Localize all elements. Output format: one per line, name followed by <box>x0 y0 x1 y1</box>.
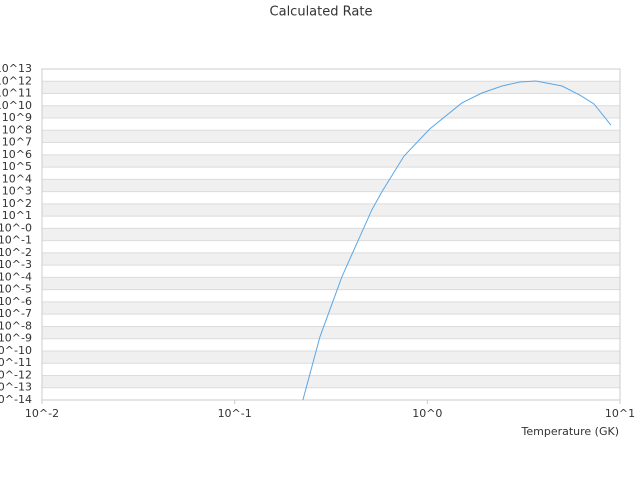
chart-title: Calculated Rate <box>270 5 373 20</box>
grid-band <box>42 203 620 217</box>
grid-band <box>42 105 620 119</box>
x-tick-label: 10^1 <box>605 407 635 420</box>
y-tick-label: 10^6 <box>2 148 32 161</box>
y-tick-label: 10^-0 <box>0 221 32 234</box>
grid-band <box>42 179 620 192</box>
y-tick-label: 10^1 <box>2 209 32 222</box>
grid-band <box>42 350 620 364</box>
y-tick-label: 10^-14 <box>0 393 32 406</box>
x-tick-label: 10^-1 <box>218 407 252 420</box>
grid-band <box>42 375 620 388</box>
y-tick-label: 10^-4 <box>0 270 32 283</box>
y-tick-label: 10^12 <box>0 74 32 87</box>
grid-band <box>42 252 620 266</box>
grid-band <box>42 301 620 315</box>
y-tick-label: 10^-9 <box>0 332 32 345</box>
y-tick-label: 10^-5 <box>0 283 32 296</box>
plot-border <box>41 68 621 401</box>
grid-band <box>42 154 620 168</box>
grid-band <box>42 130 620 143</box>
x-axis-label: Temperature (GK) <box>521 425 620 438</box>
y-tick-label: 10^7 <box>2 136 32 149</box>
y-tick-label: 10^-1 <box>0 234 32 247</box>
y-tick-label: 10^5 <box>2 160 32 173</box>
line <box>302 80 612 400</box>
x-tick-label: 10^0 <box>412 407 442 420</box>
y-tick-label: 10^2 <box>2 197 32 210</box>
y-tick-label: 10^9 <box>2 111 32 124</box>
grid-band <box>42 81 620 94</box>
y-tick-label: 10^13 <box>0 62 32 75</box>
y-tick-label: 10^-10 <box>0 344 32 357</box>
y-tick-label: 10^-8 <box>0 319 32 332</box>
y-tick-label: 10^-11 <box>0 356 32 369</box>
y-tick-label: 10^-2 <box>0 246 32 259</box>
grid-band <box>42 277 620 290</box>
x-tick-label: 10^-2 <box>25 407 59 420</box>
y-tick-label: 10^3 <box>2 185 32 198</box>
y-tick-label: 10^4 <box>2 172 32 185</box>
y-tick-label: 10^-13 <box>0 381 32 394</box>
y-tick-label: 10^11 <box>0 87 32 100</box>
y-tick-label: 10^-12 <box>0 368 32 381</box>
y-tick-label: 10^-7 <box>0 307 32 320</box>
y-tick-label: 10^-6 <box>0 295 32 308</box>
grid-band <box>42 326 620 339</box>
y-tick-label: 10^8 <box>2 123 32 136</box>
y-tick-label: 10^-3 <box>0 258 32 271</box>
grid-band <box>42 228 620 241</box>
y-tick-label: 10^10 <box>0 99 32 112</box>
